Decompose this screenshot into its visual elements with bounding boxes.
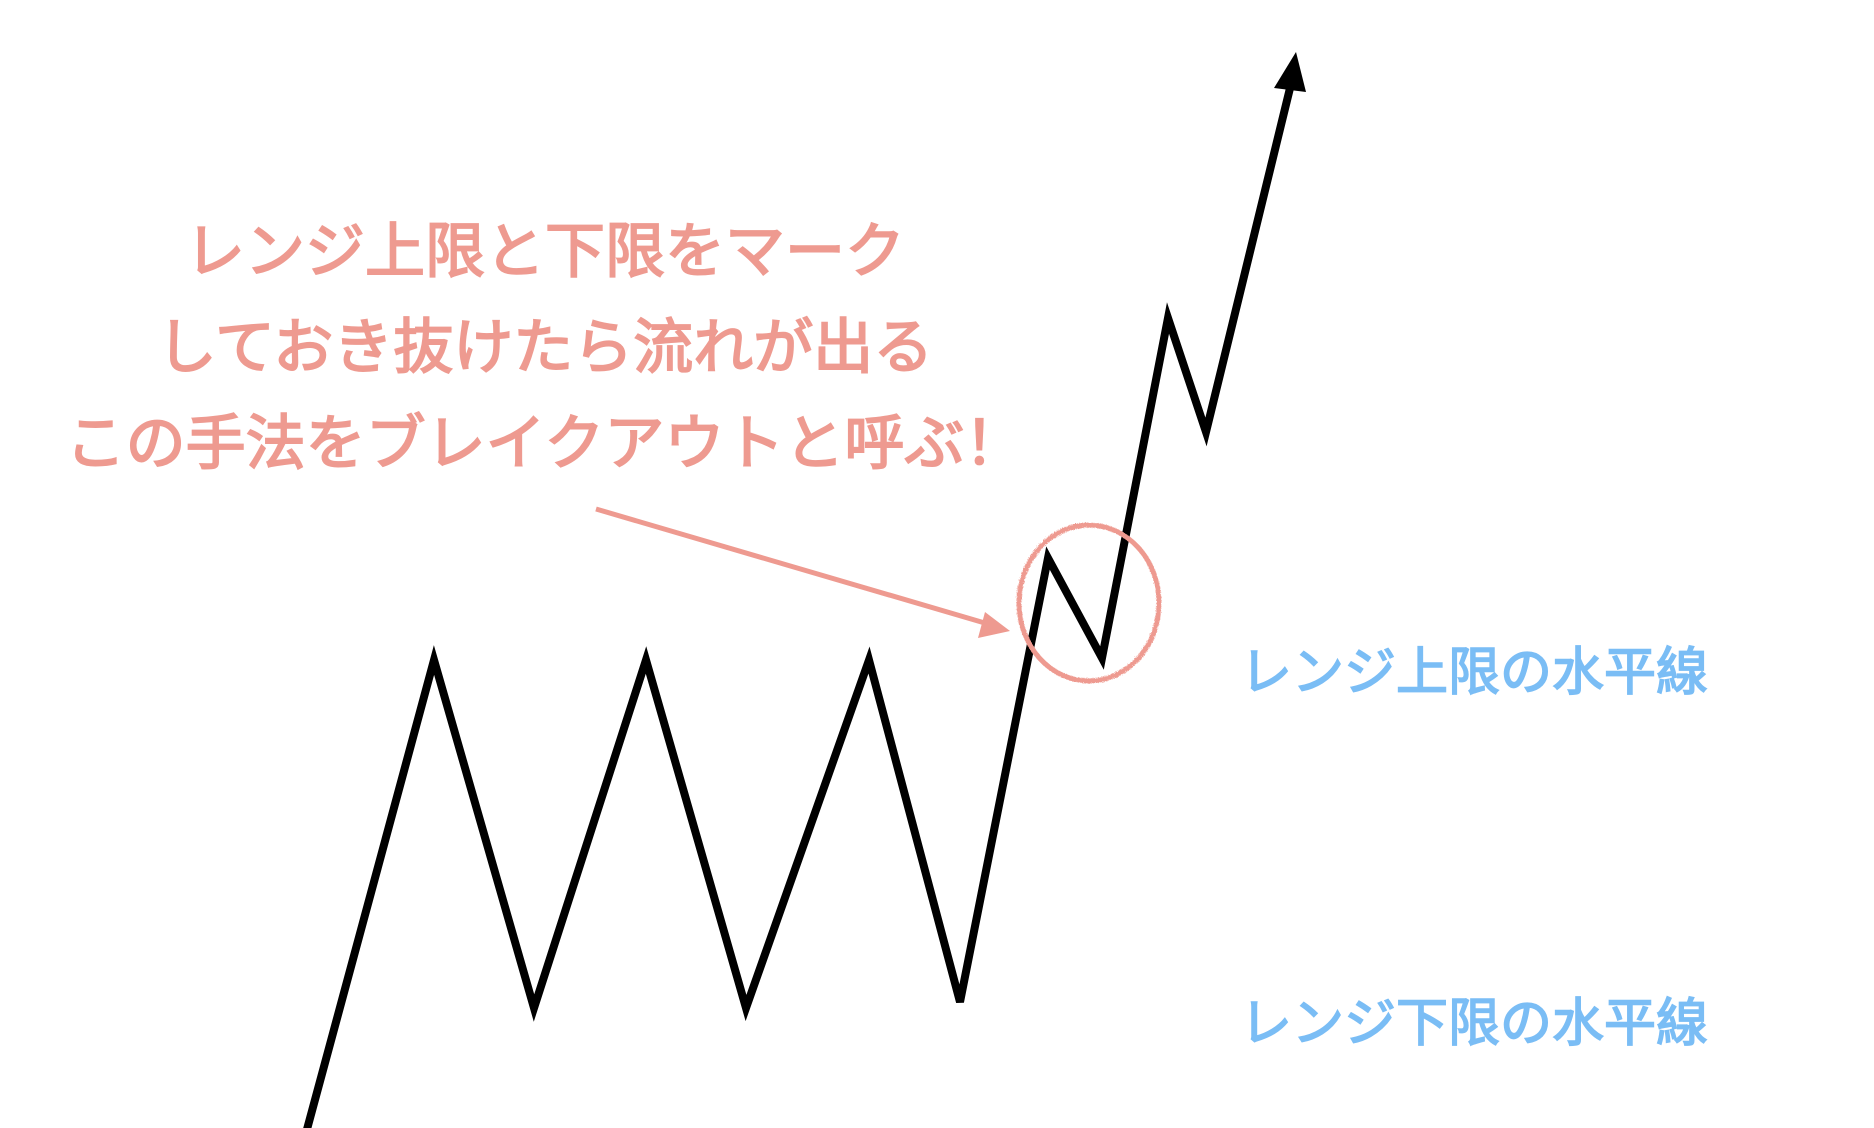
caption-line-1: レンジ上限と下限をマーク xyxy=(185,217,905,287)
breakout-highlight-circle xyxy=(1015,521,1161,683)
caption-line-2: しておき抜けたら流れが出る xyxy=(156,313,934,383)
annotation-arrowhead-icon xyxy=(978,612,1010,638)
upper-line-label: レンジ上限の水平線 xyxy=(1240,643,1709,703)
annotation-caption: レンジ上限と下限をマーク しておき抜けたら流れが出る この手法をブレイクアウトと… xyxy=(0,204,1090,492)
lower-line-label: レンジ下限の水平線 xyxy=(1240,994,1709,1054)
caption-line-3: この手法をブレイクアウトと呼ぶ！ xyxy=(65,409,1025,479)
price-arrowhead-icon xyxy=(1274,52,1306,92)
price-path-line xyxy=(303,79,1296,1128)
annotation-arrow-line xyxy=(595,506,996,629)
